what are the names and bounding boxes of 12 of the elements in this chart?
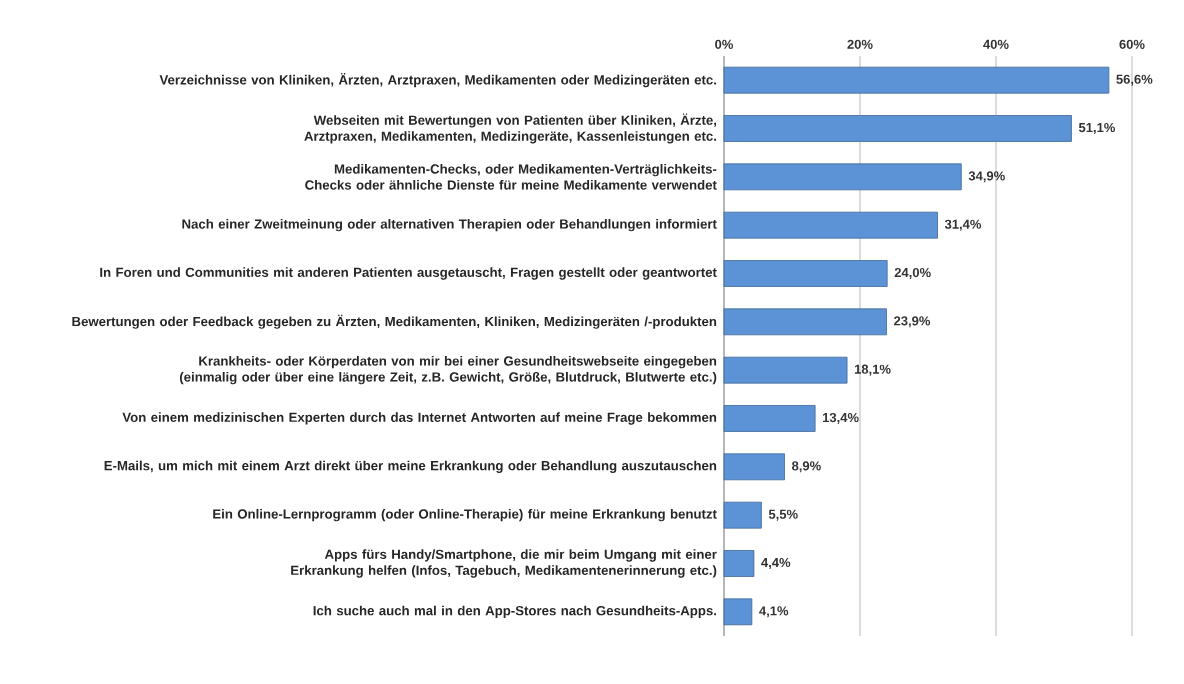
bar: [723, 260, 888, 287]
bar: [723, 211, 938, 239]
bar: [723, 163, 962, 191]
bar: [723, 66, 1110, 94]
bar: [723, 453, 785, 481]
bar: [723, 501, 762, 529]
bar: [723, 356, 848, 384]
bar: [723, 550, 755, 577]
bar: [723, 405, 816, 432]
bar: [723, 598, 753, 626]
bar: [723, 115, 1072, 142]
bar: [723, 308, 887, 336]
